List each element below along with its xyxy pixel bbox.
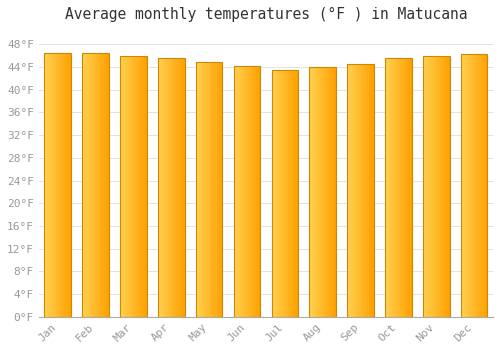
Bar — [385, 58, 411, 317]
Bar — [158, 58, 184, 317]
Bar — [272, 70, 298, 317]
Bar — [423, 56, 450, 317]
Bar — [461, 55, 487, 317]
Bar — [234, 66, 260, 317]
Bar — [196, 62, 222, 317]
Bar — [120, 56, 146, 317]
Bar — [44, 53, 71, 317]
Bar — [82, 53, 109, 317]
Title: Average monthly temperatures (°F ) in Matucana: Average monthly temperatures (°F ) in Ma… — [64, 7, 467, 22]
Bar — [310, 67, 336, 317]
Bar — [348, 63, 374, 317]
